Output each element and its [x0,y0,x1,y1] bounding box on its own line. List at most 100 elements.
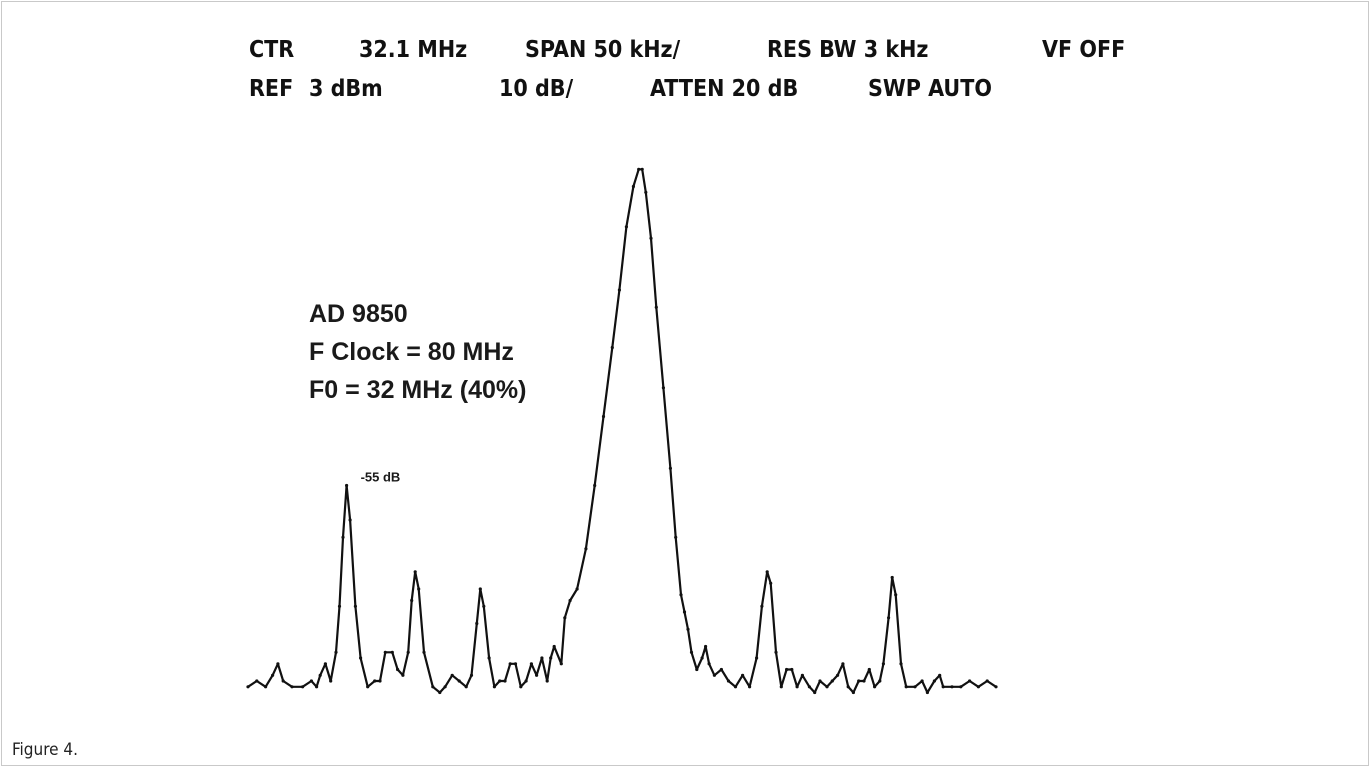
trace-point [851,690,856,695]
trace-point [674,535,678,539]
trace-point [401,673,405,677]
trace-point [617,288,622,292]
trace-point [790,667,794,672]
trace-point [920,679,924,683]
trace-point [290,685,294,689]
hdr-scale: 10 dB/ [499,76,574,102]
trace-point [644,190,648,194]
trace-point [818,679,822,683]
trace-point [661,386,666,390]
trace-point [765,570,769,574]
trace-point [301,685,305,689]
trace-point [519,685,523,689]
trace-point [836,673,840,677]
trace-point [345,483,349,488]
trace-point [719,667,724,672]
trace-point [994,685,998,689]
trace-point [410,598,414,603]
peak-annotation: -55 dB [361,470,401,485]
trace-point [568,598,572,603]
trace-point [941,685,945,689]
trace-point [450,673,454,677]
trace-point [890,575,894,580]
trace-point [610,345,614,350]
hdr-ctr-value: 32.1 MHz [359,37,468,63]
trace-point [867,667,871,672]
trace-point [482,604,486,608]
annotation-device: AD 9850 [309,300,408,328]
trace-point [559,662,563,666]
trace-point [733,685,738,689]
trace-point [779,685,783,689]
trace-point [390,650,394,654]
trace-point [938,673,942,677]
trace-point [535,673,539,677]
trace-point [774,650,778,654]
trace-point [383,650,387,654]
trace-point [601,414,606,419]
trace-point [795,685,799,689]
trace-point [769,581,773,585]
trace-point [712,673,717,677]
trace-point [682,610,687,614]
trace-point [873,685,877,689]
trace-point [985,679,989,683]
trace-point [540,656,544,660]
annotation-f0: F0 = 32 MHz (40%) [309,376,527,404]
trace-point [760,604,764,608]
trace-point [378,679,382,683]
trace-point [894,593,898,597]
trace-point [318,673,322,677]
trace-point [813,690,817,695]
trace-point [707,662,711,666]
trace-point [431,685,435,689]
trace-point [887,616,891,620]
trace-point [524,679,528,683]
trace-point [487,656,491,660]
hdr-atten: ATTEN 20 dB [650,76,799,102]
trace-point [925,690,930,695]
trace-point [575,587,579,591]
hdr-ref-label: REF [249,76,294,102]
trace-point [959,685,963,689]
trace-point [932,679,937,683]
trace-point [846,685,850,689]
trace-point [323,662,327,666]
trace-point [329,679,333,683]
trace-point [478,587,482,591]
trace-point [513,662,518,666]
trace-point [422,650,426,654]
trace-point [341,535,345,539]
trace-point [498,679,502,683]
trace-point [654,305,658,309]
trace-point [593,483,597,488]
trace-point [348,518,352,522]
trace-point [503,679,507,683]
trace-point [913,685,917,689]
trace-point [366,685,370,689]
trace-point [264,685,268,689]
trace-point [741,673,745,677]
trace-point [315,685,319,689]
trace-point [563,616,567,620]
trace-point [337,604,342,608]
figure-caption: Figure 4. [12,740,78,760]
hdr-ref-value: 3 dBm [309,76,383,102]
trace-point [862,679,866,683]
trace-point [584,547,588,551]
trace-point [373,679,377,683]
trace-point [695,667,699,672]
trace-point [881,662,886,666]
trace-point [438,690,442,695]
hdr-res-bw: RES BW 3 kHz [767,37,929,63]
trace-point [552,644,556,649]
trace-point [417,587,421,591]
trace-point [968,679,972,683]
trace-point [878,679,882,683]
trace-point [508,662,512,666]
trace-point [529,662,534,666]
trace-point [271,673,275,677]
trace-point [492,685,496,689]
trace-point [800,673,805,677]
